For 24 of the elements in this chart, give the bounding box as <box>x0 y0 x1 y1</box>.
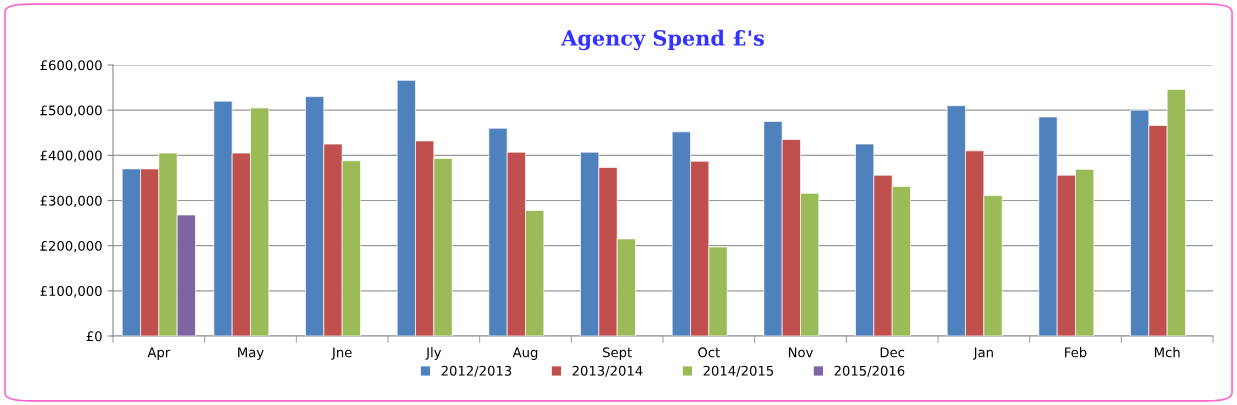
x-tick-label: Sept <box>603 347 632 360</box>
x-tick-label: Jne <box>331 347 352 360</box>
legend-label: 2015/2016 <box>834 365 905 377</box>
x-tick-label: Feb <box>1065 347 1087 358</box>
y-tick-label: £0 <box>86 331 102 342</box>
x-tick-label: Dec <box>880 347 905 358</box>
x-tick-label: Aug <box>512 347 538 360</box>
legend-label: 2014/2015 <box>703 365 774 377</box>
y-tick-label: £400,000 <box>40 150 102 162</box>
legend-label: 2012/2013 <box>441 365 512 377</box>
y-tick-label: £200,000 <box>40 240 102 253</box>
x-tick-label: Apr <box>147 347 171 360</box>
y-tick-label: £600,000 <box>40 60 102 72</box>
y-tick-label: £500,000 <box>40 105 102 117</box>
y-tick-label: £100,000 <box>40 286 102 298</box>
x-tick-label: Nov <box>788 347 813 358</box>
x-tick-label: Jan <box>972 347 993 360</box>
x-tick-label: Oct <box>698 347 720 358</box>
y-tick-label: £300,000 <box>40 195 102 208</box>
chart-title: Agency Spend £'s <box>561 29 764 51</box>
x-tick-label: Mch <box>1154 347 1180 358</box>
legend-label: 2013/2014 <box>572 365 643 377</box>
x-tick-label: Jly <box>425 347 442 360</box>
x-tick-label: May <box>238 347 264 360</box>
